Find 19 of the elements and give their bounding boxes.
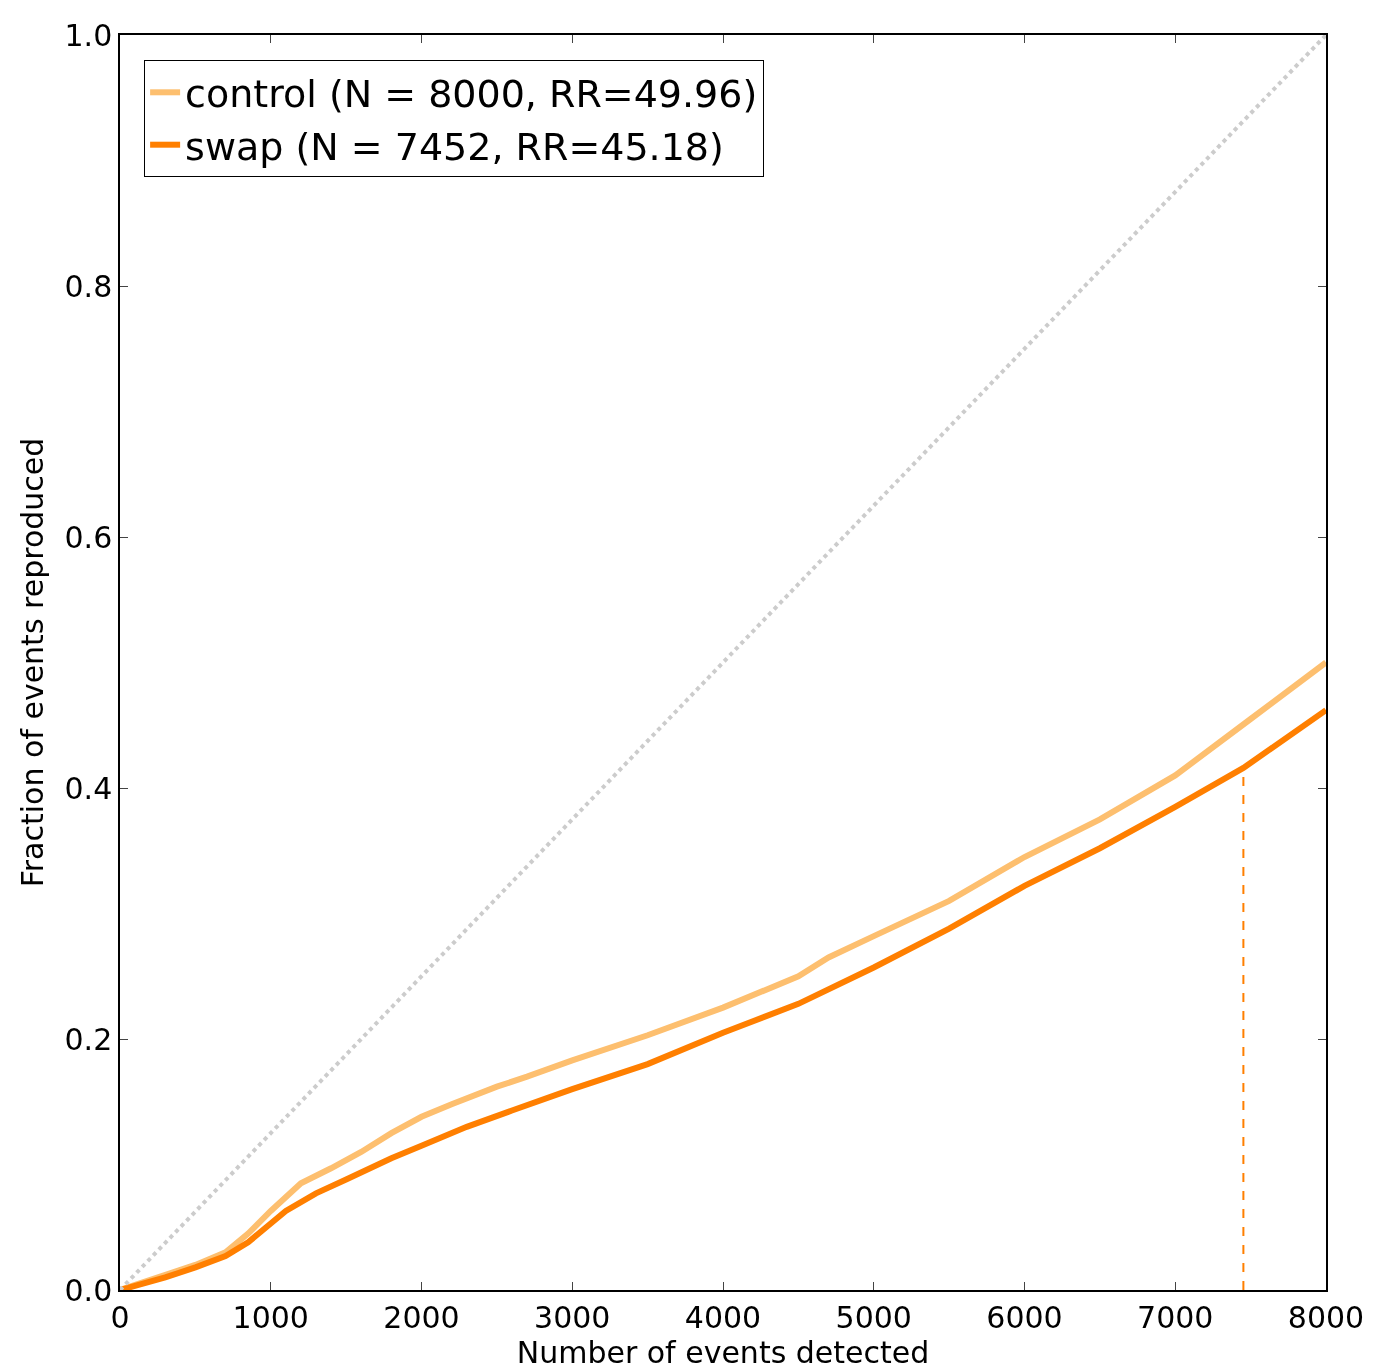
y-tick-label: 0.0 [64, 1272, 113, 1308]
legend-label: control (N = 8000, RR=49.96) [185, 72, 758, 117]
x-tick-label: 6000 [986, 1299, 1063, 1335]
x-tick-label: 5000 [835, 1299, 912, 1335]
x-tick-label: 8000 [1287, 1299, 1365, 1335]
legend-label: swap (N = 7452, RR=45.18) [185, 124, 724, 169]
y-tick-label: 0.6 [64, 519, 113, 555]
x-tick-label: 4000 [684, 1299, 762, 1335]
y-tick-label: 1.0 [64, 17, 113, 53]
x-tick-label: 7000 [1137, 1299, 1214, 1335]
y-tick-label: 0.8 [64, 268, 113, 304]
y-tick-label: 0.4 [64, 770, 113, 806]
x-tick-label: 3000 [534, 1299, 611, 1335]
x-tick-label: 2000 [383, 1299, 460, 1335]
x-axis-title: Number of events detected [516, 1334, 930, 1370]
y-axis-title: Fraction of events reproduced [15, 437, 51, 888]
y-tick-label: 0.2 [64, 1021, 113, 1057]
x-tick-label: 1000 [232, 1299, 309, 1335]
x-tick-label: 0 [110, 1299, 130, 1335]
